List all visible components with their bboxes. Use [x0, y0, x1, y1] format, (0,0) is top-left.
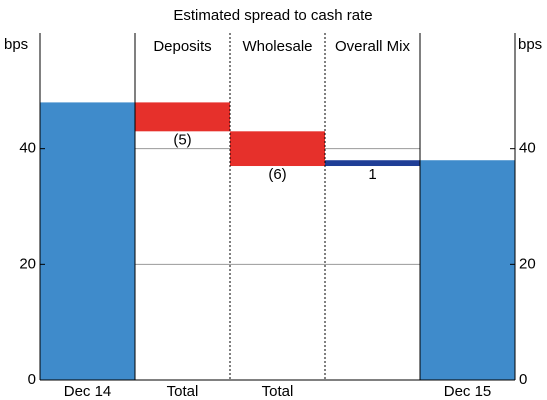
- bar: [135, 102, 230, 132]
- y-tick-label: 40: [19, 140, 36, 157]
- bar: [230, 131, 325, 167]
- data-label: 1: [368, 166, 376, 183]
- column-header: Overall Mix: [335, 38, 411, 55]
- bar: [325, 160, 420, 167]
- y-axis-label: bps: [4, 36, 28, 53]
- bar: [420, 160, 515, 380]
- y-tick-label: 0: [28, 371, 36, 388]
- data-label: (5): [173, 131, 191, 148]
- chart-subtitle: Estimated spread to cash rate: [173, 7, 372, 24]
- x-tick-label: Total: [262, 383, 294, 400]
- bar: [40, 102, 135, 381]
- x-tick-label: Dec 15: [444, 383, 492, 400]
- x-tick-label: Total: [167, 383, 199, 400]
- column-header: Wholesale: [242, 38, 312, 55]
- y2-tick-label: 20: [519, 255, 536, 272]
- column-header: Deposits: [153, 38, 211, 55]
- data-label: (6): [268, 166, 286, 183]
- y2-tick-label: 40: [519, 140, 536, 157]
- y2-axis-label: bps: [518, 36, 542, 53]
- y-tick-label: 20: [19, 255, 36, 272]
- y2-tick-label: 0: [519, 371, 527, 388]
- x-tick-label: Dec 14: [64, 383, 112, 400]
